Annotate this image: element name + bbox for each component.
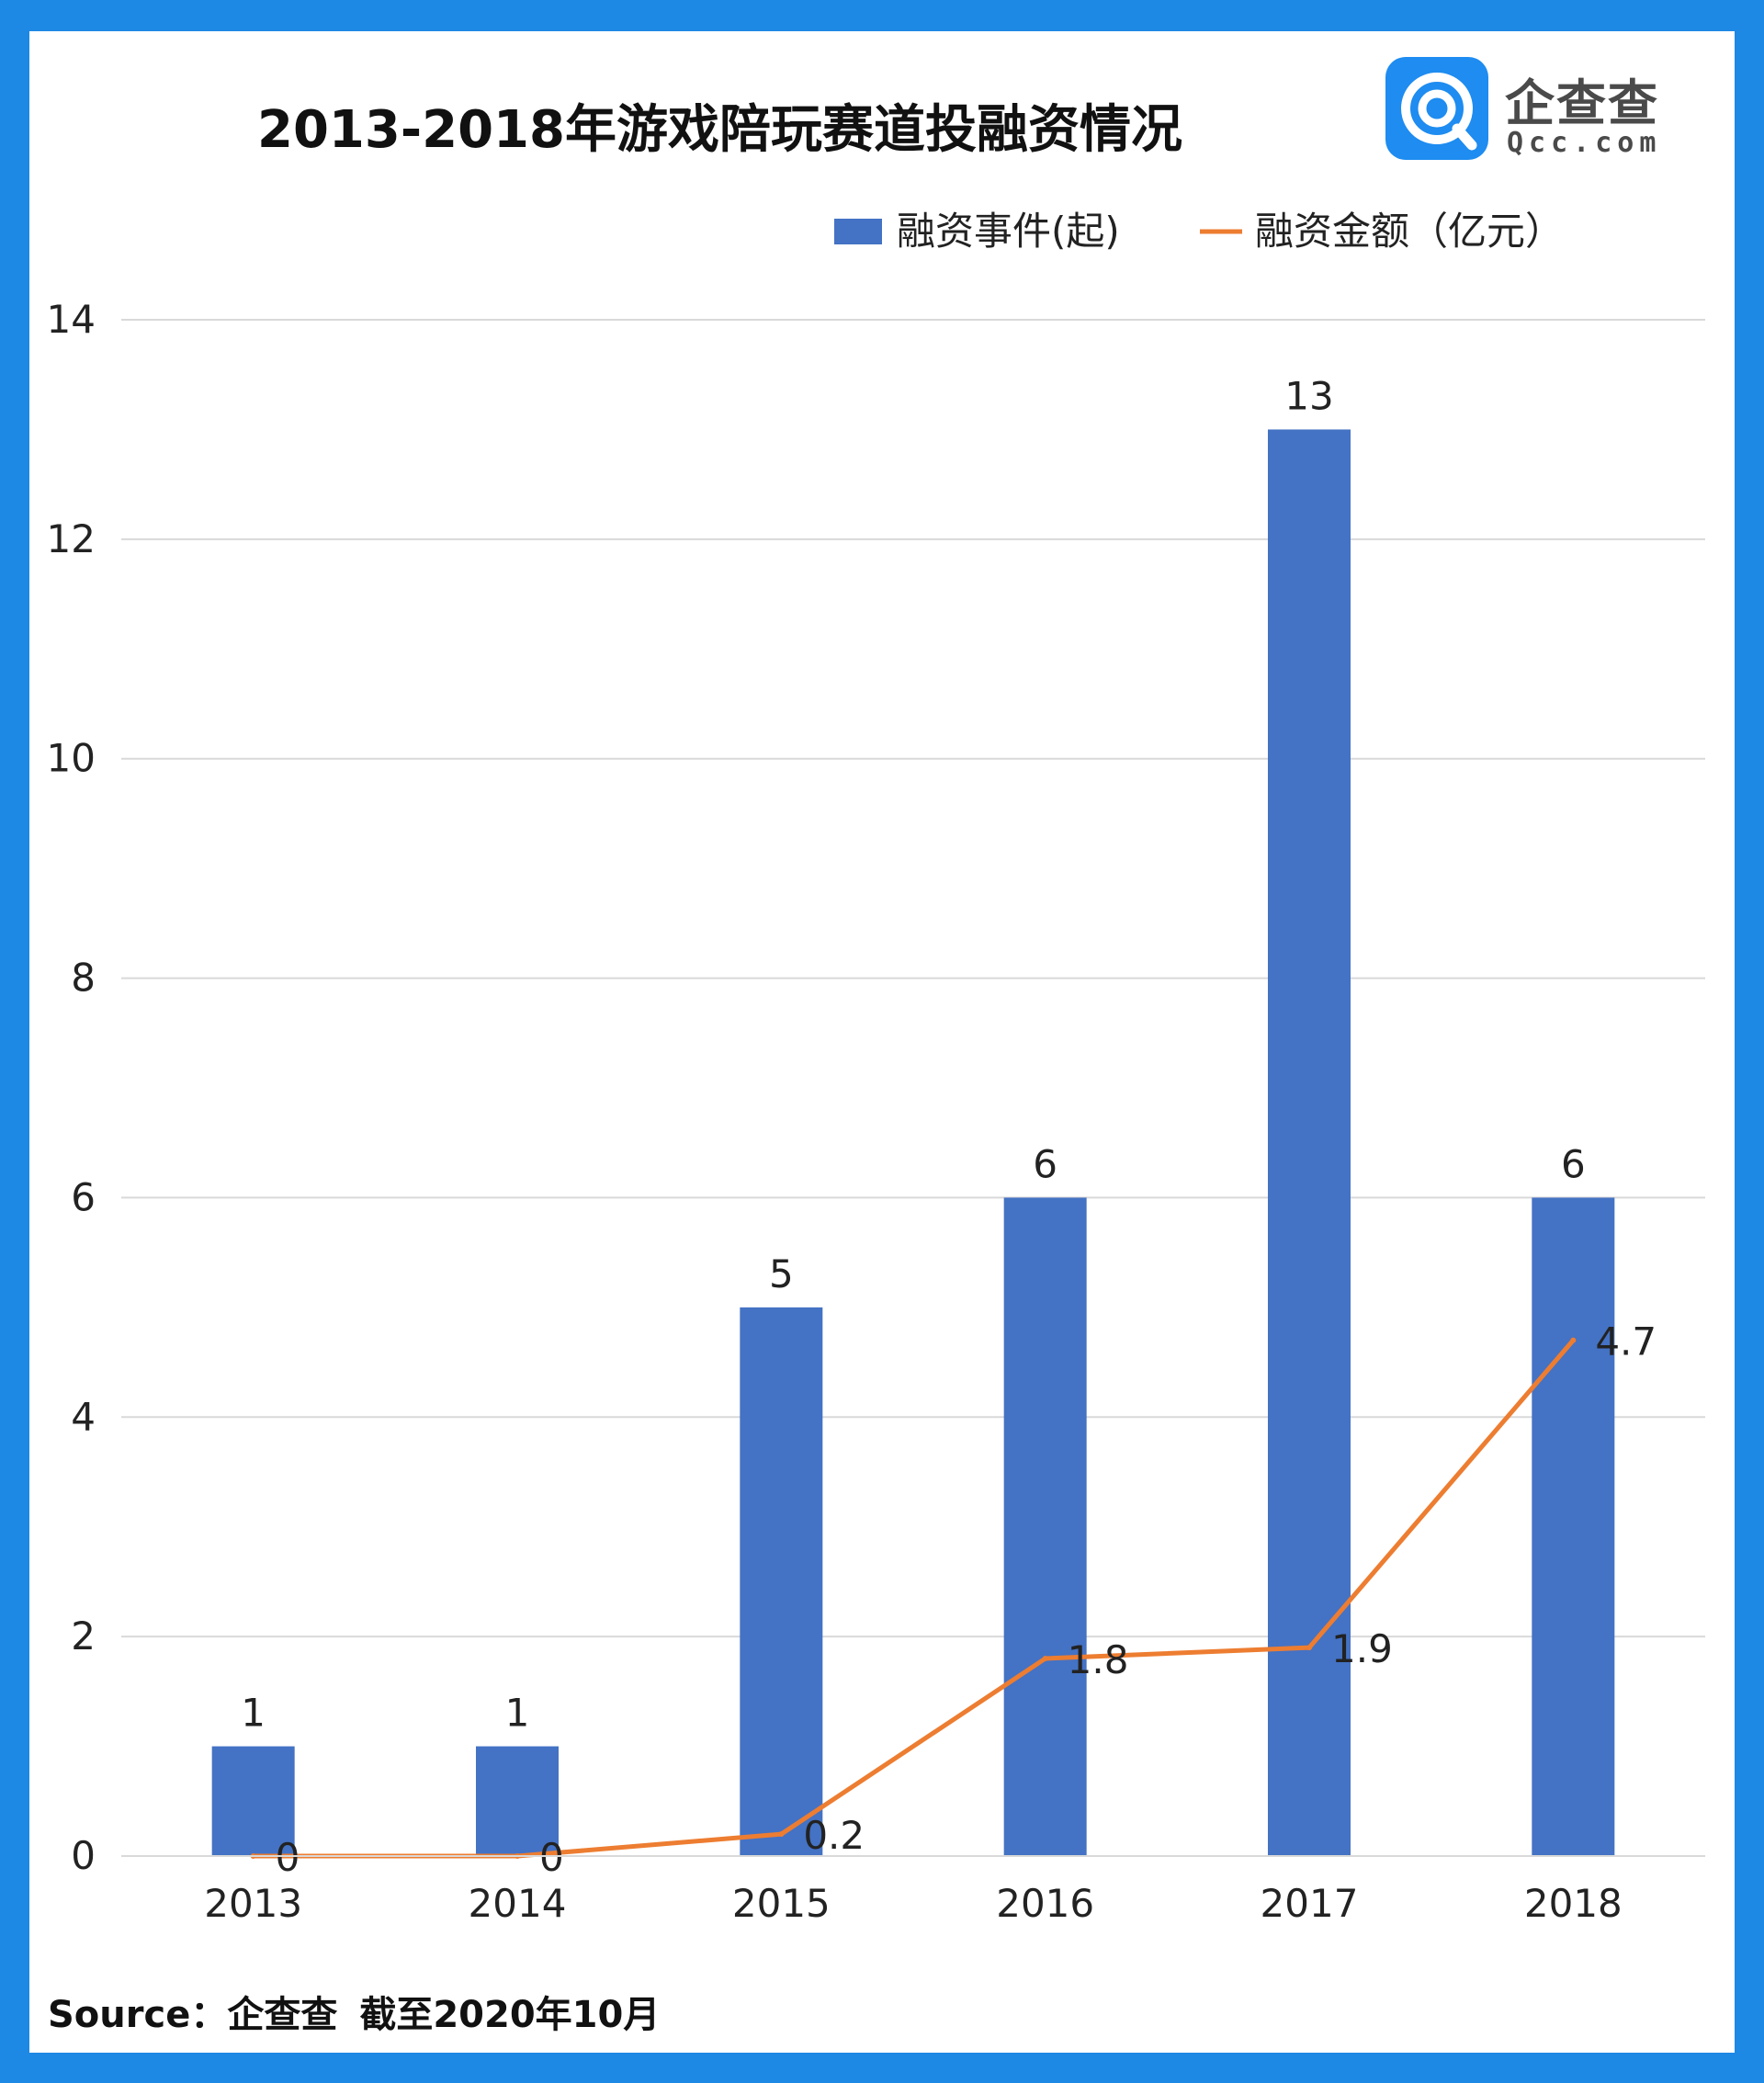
bar-value-label: 6 [1033, 1141, 1057, 1186]
date-note: 截至2020年10月 [359, 1994, 661, 2036]
logo-name: 企查查 [1505, 74, 1659, 132]
brand-logo: 企查查 Qcc.com [1385, 57, 1698, 167]
line-point [778, 1831, 785, 1838]
y-tick-label: 4 [71, 1394, 96, 1439]
legend-line-label: 融资金额（亿元） [1255, 209, 1564, 254]
x-tick-label: 2013 [204, 1881, 302, 1926]
logo-domain: Qcc.com [1507, 127, 1662, 159]
y-tick-label: 0 [71, 1833, 96, 1878]
line-point [1042, 1656, 1048, 1662]
x-tick-label: 2018 [1524, 1881, 1623, 1926]
bar-series: 1 1 5 6 13 6 [211, 373, 1615, 1856]
source-text: Source：企查查 [48, 1994, 338, 2036]
bar [211, 1746, 295, 1856]
bar [1003, 1197, 1087, 1856]
x-tick-label: 2016 [996, 1881, 1094, 1926]
legend-bar-label: 融资事件(起) [897, 209, 1120, 254]
line-value-label: 1.9 [1331, 1626, 1393, 1671]
line-value-label: 4.7 [1595, 1319, 1657, 1364]
logo-mark-icon [1385, 57, 1488, 160]
y-tick-label: 2 [71, 1613, 96, 1658]
y-tick-label: 14 [47, 297, 96, 342]
bar-value-label: 1 [505, 1691, 530, 1736]
y-tick-label: 6 [71, 1174, 96, 1219]
line-value-label: 1.8 [1068, 1637, 1129, 1682]
bar-value-label: 6 [1561, 1141, 1586, 1186]
x-tick-label: 2015 [732, 1881, 831, 1926]
line-value-label: 0 [539, 1835, 564, 1880]
y-axis: 0 2 4 6 8 10 12 14 [47, 297, 96, 1878]
x-axis: 2013 2014 2015 2016 2017 2018 [121, 1855, 1705, 1926]
bar-value-label: 13 [1284, 373, 1333, 418]
bar-value-label: 1 [241, 1691, 266, 1736]
y-tick-label: 10 [47, 736, 96, 781]
bar [476, 1746, 559, 1856]
y-tick-label: 8 [71, 956, 96, 1001]
bar [1532, 1197, 1615, 1856]
legend: 融资事件(起) 融资金额（亿元） [834, 209, 1564, 254]
line-point [1306, 1645, 1312, 1651]
legend-bar-swatch [834, 219, 882, 244]
line-value-label: 0 [276, 1835, 300, 1880]
line-value-label: 0.2 [803, 1813, 865, 1858]
source-footer: Source：企查查 截至2020年10月 [48, 1985, 660, 2038]
line-series: 0 0 0.2 1.8 1.9 4.7 [250, 1319, 1657, 1880]
bar-value-label: 5 [769, 1251, 794, 1296]
x-tick-label: 2014 [469, 1881, 567, 1926]
line-point [1570, 1337, 1577, 1343]
y-tick-label: 12 [47, 516, 96, 561]
gridlines [121, 319, 1705, 1857]
bar [740, 1307, 823, 1856]
chart-frame: 2013-2018年游戏陪玩赛道投融资情况 企查查 Qcc.com 0 2 4 6 8 1… [29, 31, 1735, 2053]
chart-title: 2013-2018年游戏陪玩赛道投融资情况 [257, 100, 1182, 160]
x-tick-label: 2017 [1261, 1881, 1359, 1926]
